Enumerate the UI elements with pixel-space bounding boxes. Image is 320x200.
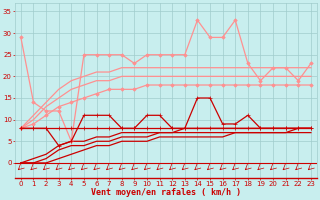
X-axis label: Vent moyen/en rafales ( km/h ): Vent moyen/en rafales ( km/h )	[91, 188, 241, 197]
